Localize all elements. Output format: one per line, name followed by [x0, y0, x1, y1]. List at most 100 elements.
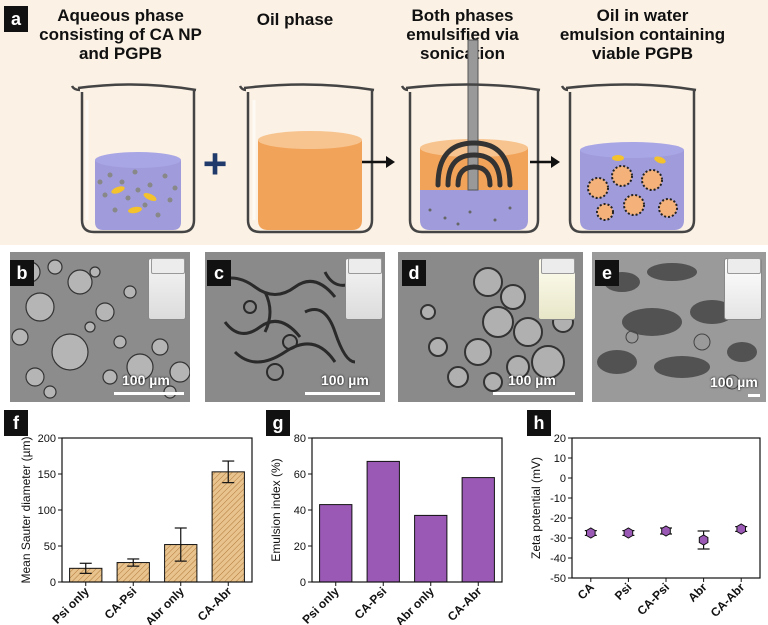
x-tick-label: Abr only	[393, 584, 438, 625]
x-tick-label: CA-Abr	[708, 580, 748, 620]
droplet-field	[420, 267, 574, 392]
y-axis-label: Mean Sauter diameter (µm)	[19, 437, 33, 584]
chart-zeta-potential: -50 -40 -30 -20 -10 0 10 20 Zeta potential (mV) C…	[529, 433, 761, 620]
beaker-illustrations: +	[70, 39, 697, 234]
panel-label-e: e	[595, 260, 619, 286]
vial-photo	[345, 258, 383, 320]
droplet-field	[214, 271, 356, 381]
y-tick-label: 150	[38, 469, 56, 481]
step-title-aqueous: Aqueous phase consisting of CA NP and PG…	[28, 6, 213, 63]
step-title-emulsion: Oil in water emulsion containing viable …	[555, 6, 730, 63]
title-line: Oil in water	[596, 6, 689, 25]
plot-frame	[311, 437, 503, 583]
bar	[461, 477, 495, 583]
panel-label-b: b	[10, 260, 34, 286]
y-tick-label: 20	[294, 541, 306, 553]
title-line: emulsified via	[406, 25, 519, 44]
beaker-emulsion	[560, 83, 697, 234]
vial-photo	[724, 258, 762, 320]
x-tick-label: CA-Psi	[102, 584, 140, 622]
x-tick-label: Abr only	[143, 584, 188, 625]
arrow-icon	[362, 156, 395, 168]
micrograph-c: 100 µm	[205, 252, 385, 402]
scale-text: 100 µm	[122, 372, 170, 388]
vial-photo	[148, 258, 186, 320]
scale-bar	[493, 392, 575, 395]
vial-photo	[538, 258, 576, 320]
y-tick-label: 0	[50, 577, 56, 589]
y-tick-label: -30	[550, 533, 566, 545]
x-tick-label: Abr	[685, 580, 710, 605]
y-tick-label: -10	[550, 493, 566, 505]
droplet-field	[597, 263, 757, 390]
x-tick-label: CA-Psi	[352, 584, 390, 622]
step-title-sonication: Both phases emulsified via sonication	[400, 6, 525, 63]
plus-symbol: +	[203, 140, 228, 187]
x-tick-label: CA-Abr	[195, 584, 235, 624]
x-tick-label: CA	[575, 580, 597, 602]
y-tick-label: 50	[44, 541, 56, 553]
micrograph-d: 100 µm	[398, 252, 583, 402]
chart-sauter-diameter: 0 50 100 150 200 Mean Sauter diameter (µm) Psi…	[19, 433, 253, 625]
y-tick-label: -40	[550, 553, 566, 565]
data-point	[586, 527, 596, 539]
panel-label-f: f	[4, 410, 28, 436]
bar	[366, 460, 400, 583]
panel-label-a: a	[4, 6, 28, 32]
panel-label-c: c	[207, 260, 231, 286]
x-tick-label: Psi only	[299, 584, 342, 625]
y-tick-label: -50	[550, 573, 566, 585]
y-tick-label: 20	[554, 433, 566, 445]
plot-frame	[571, 437, 761, 579]
y-tick-label: 200	[38, 433, 56, 445]
scale-text: 100 µm	[508, 372, 556, 388]
title-line: and PGPB	[78, 44, 163, 63]
title-line: Oil phase	[256, 10, 334, 29]
scale-bar	[305, 392, 380, 395]
beaker-aqueous	[70, 83, 197, 234]
data-point	[623, 527, 634, 539]
beaker-oil	[238, 83, 375, 234]
title-line: Aqueous phase	[57, 6, 184, 25]
panel-label-h: h	[527, 410, 551, 436]
chart-emulsion-index: 0 20 40 60 80 Emulsion index (%) Psi only CA-Ps…	[269, 433, 503, 625]
panel-label-d: d	[402, 260, 426, 286]
y-tick-label: 60	[294, 469, 306, 481]
scale-bar	[114, 392, 184, 395]
droplet-field	[11, 259, 190, 399]
data-point	[698, 534, 709, 546]
arrow-icon	[530, 156, 560, 168]
y-tick-label: 80	[294, 433, 306, 445]
data-point	[736, 523, 746, 535]
title-line: viable PGPB	[591, 44, 694, 63]
y-tick-label: 100	[38, 505, 56, 517]
data-point	[661, 525, 671, 537]
y-axis-label: Emulsion index (%)	[269, 458, 283, 561]
y-tick-label: 10	[554, 453, 566, 465]
scale-text: 100 µm	[710, 374, 758, 390]
x-tick-label: CA-Abr	[445, 584, 485, 624]
y-axis-label: Zeta potential (mV)	[529, 457, 543, 559]
micrograph-b: 100 µm	[10, 252, 190, 402]
bar	[319, 504, 353, 583]
scale-bar	[748, 394, 760, 397]
plot-frame	[61, 437, 253, 583]
scale-text: 100 µm	[321, 372, 369, 388]
x-tick-label: CA-Psi	[634, 580, 672, 618]
bar	[211, 471, 245, 583]
y-tick-label: -20	[550, 513, 566, 525]
bar	[414, 514, 448, 583]
title-line: Both phases	[411, 6, 514, 25]
x-tick-label: Psi	[612, 580, 635, 603]
title-line: consisting of CA NP	[39, 25, 202, 44]
panel-label-g: g	[266, 410, 290, 436]
y-tick-label: 0	[300, 577, 306, 589]
step-title-oil: Oil phase	[240, 10, 350, 29]
title-line: emulsion containing	[559, 25, 726, 44]
micrograph-e: 100 µm	[592, 252, 766, 402]
y-tick-label: 40	[294, 505, 306, 517]
beaker-sonication	[400, 39, 541, 234]
y-tick-label: 0	[560, 473, 566, 485]
title-line: sonication	[419, 44, 505, 63]
x-tick-label: Psi only	[49, 584, 92, 625]
